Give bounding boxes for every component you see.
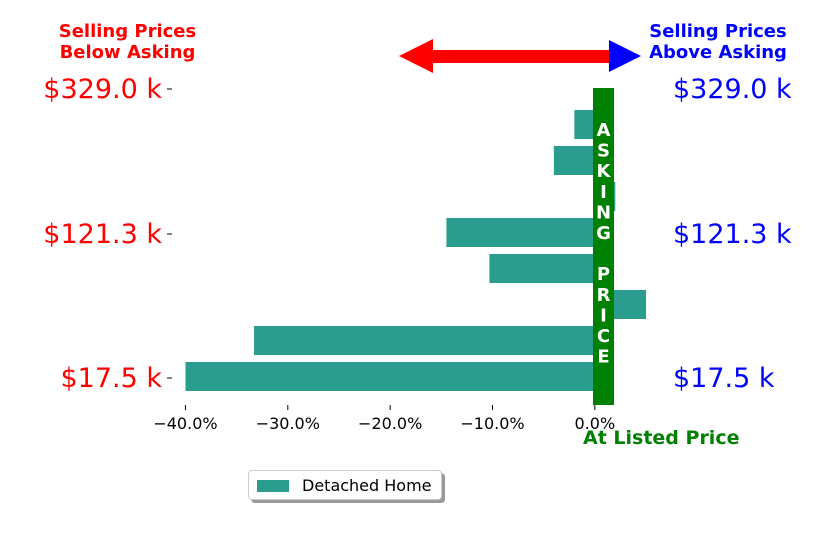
band-letter-1: S: [597, 141, 610, 162]
band-letter-4: N: [596, 202, 611, 223]
legend-swatch: [257, 480, 289, 492]
band-letter-7: P: [597, 264, 610, 285]
arrow-shaft: [432, 50, 612, 63]
asking-price-band: [593, 88, 614, 405]
bar-7: [185, 362, 595, 391]
bar-3: [446, 218, 595, 247]
bar-0: [574, 110, 595, 139]
bar-4: [489, 254, 595, 283]
x-tick-label-4: 0.0%: [575, 414, 616, 433]
band-letter-8: R: [597, 285, 611, 306]
y-label-left-2: $17.5 k: [60, 363, 162, 394]
x-tick-label-0: −40.0%: [153, 414, 217, 433]
above-asking-line2: Above Asking: [649, 42, 787, 63]
legend: Detached Home: [248, 470, 442, 500]
y-label-right-1: $121.3 k: [673, 219, 792, 250]
legend-label: Detached Home: [302, 476, 432, 495]
y-label-left-0: $329.0 k: [43, 74, 162, 105]
below-asking-line1: Selling Prices: [58, 21, 197, 42]
above-asking-header: Selling Prices Above Asking: [628, 21, 808, 63]
band-letter-5: G: [596, 223, 611, 244]
y-label-right-0: $329.0 k: [673, 74, 792, 105]
band-letter-10: C: [597, 326, 610, 347]
band-letter-2: K: [597, 161, 612, 182]
x-tick-label-2: −20.0%: [358, 414, 422, 433]
x-tick-label-3: −10.0%: [460, 414, 524, 433]
arrow-head-right-icon: [609, 40, 641, 72]
band-letter-11: E: [597, 347, 609, 368]
y-label-left-1: $121.3 k: [43, 219, 162, 250]
at-listed-price-label: At Listed Price: [583, 427, 740, 449]
arrow-head-left-icon: [399, 39, 433, 73]
band-letter-3: I: [600, 182, 607, 203]
below-asking-header: Selling Prices Below Asking: [40, 21, 215, 63]
y-label-right-2: $17.5 k: [673, 363, 775, 394]
band-letter-0: A: [597, 120, 611, 141]
below-asking-line2: Below Asking: [59, 42, 196, 63]
x-tick-label-1: −30.0%: [256, 414, 320, 433]
above-asking-line1: Selling Prices: [649, 21, 787, 42]
bar-1: [553, 146, 595, 175]
band-letter-9: I: [600, 305, 607, 326]
bar-6: [254, 326, 595, 355]
